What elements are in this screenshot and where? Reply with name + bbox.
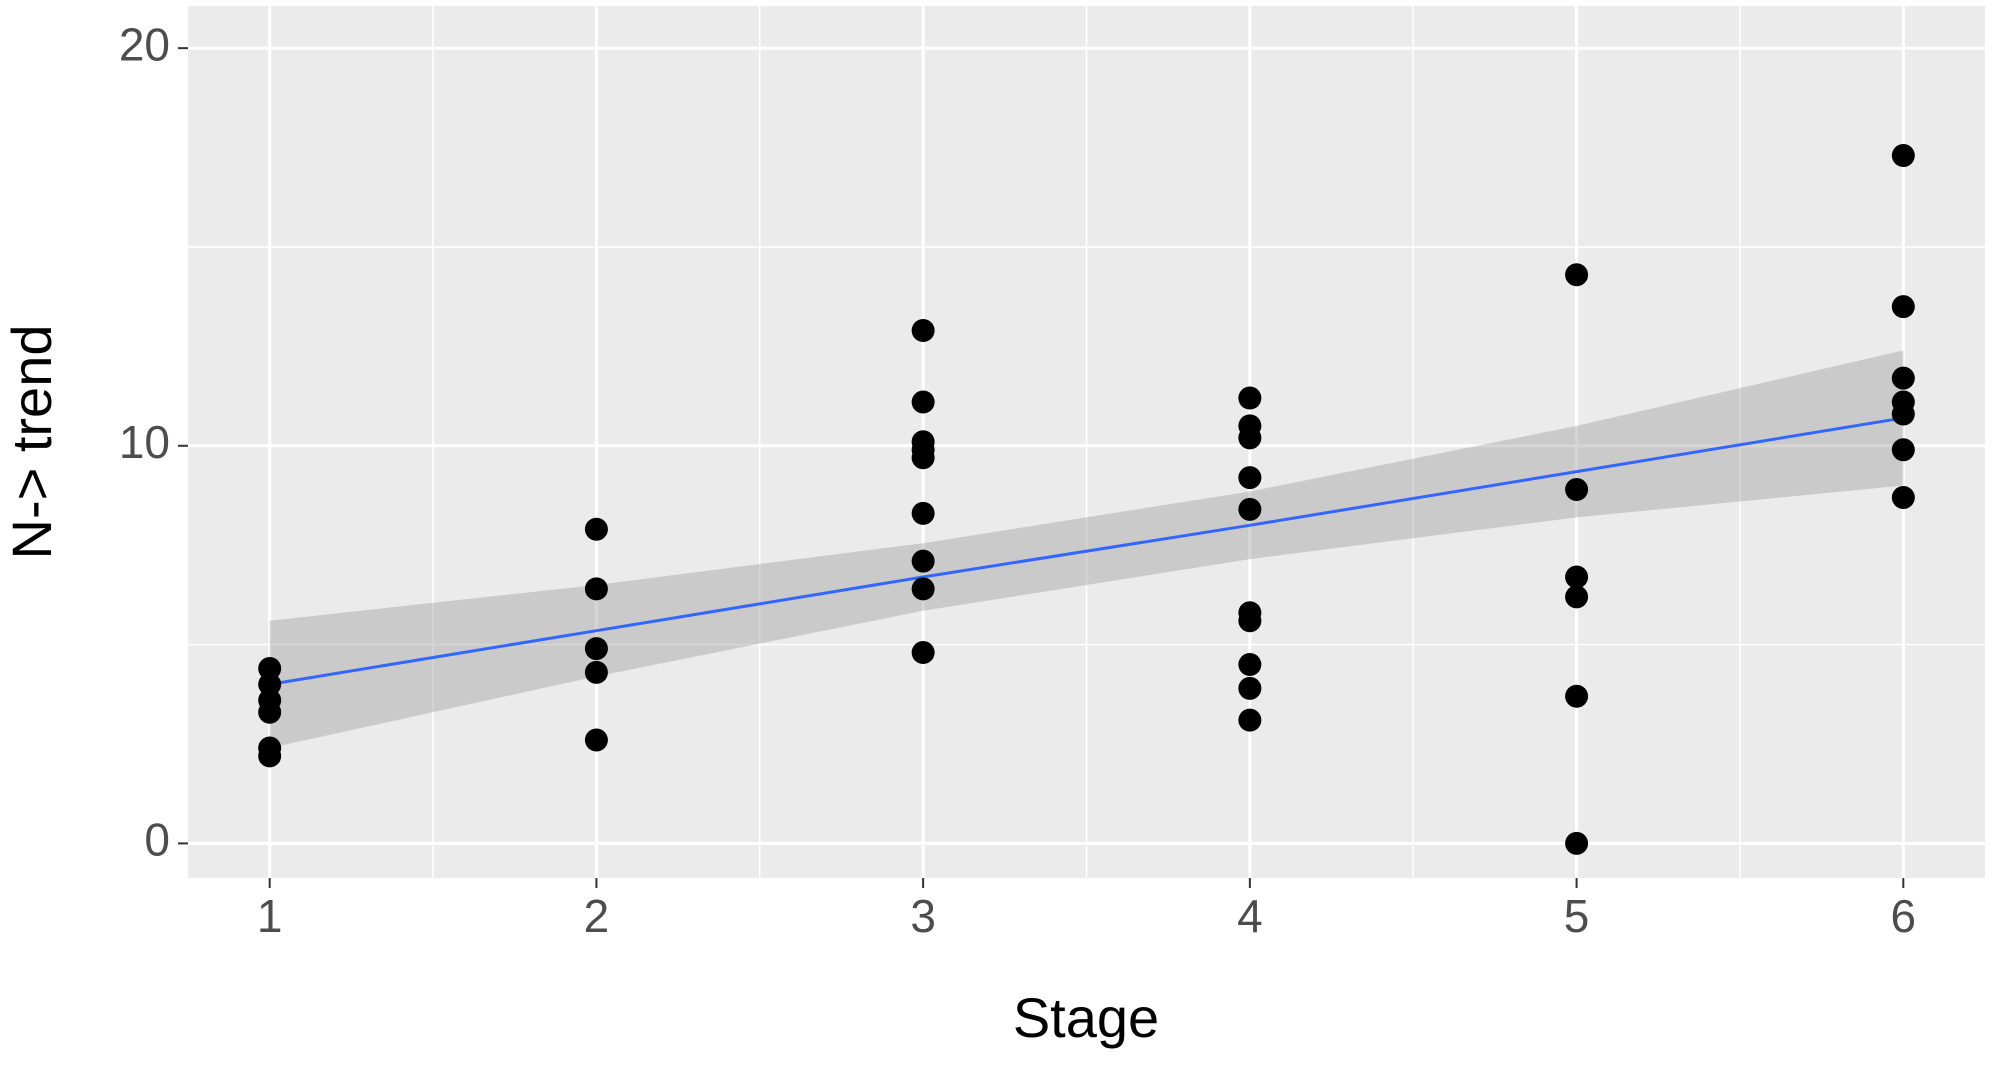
x-tick-label: 6 [1891, 890, 1917, 942]
point [584, 577, 608, 601]
point [1238, 386, 1262, 410]
trend-line [269, 416, 1904, 686]
point [1238, 609, 1262, 633]
point [1238, 676, 1262, 700]
point [911, 549, 935, 573]
point [1891, 295, 1915, 319]
y-tick-label: 0 [144, 814, 170, 866]
point [1238, 708, 1262, 732]
point [1238, 466, 1262, 490]
point [1565, 478, 1589, 502]
point [1565, 585, 1589, 609]
point [1565, 684, 1589, 708]
y-tick-label: 10 [119, 416, 170, 468]
point [1891, 366, 1915, 390]
point [911, 390, 935, 414]
point [258, 700, 282, 724]
point [1238, 652, 1262, 676]
point [1891, 144, 1915, 168]
x-tick-label: 5 [1564, 890, 1590, 942]
x-tick-label: 2 [584, 890, 610, 942]
point [258, 672, 282, 696]
point [911, 501, 935, 525]
point [1565, 831, 1589, 855]
point [911, 641, 935, 665]
point [911, 577, 935, 601]
y-tick-label: 20 [119, 18, 170, 70]
point [584, 728, 608, 752]
point [1891, 402, 1915, 426]
x-tick-label: 3 [910, 890, 936, 942]
confidence-band [269, 350, 1904, 748]
point [258, 656, 282, 680]
point [1238, 426, 1262, 450]
x-tick-label: 4 [1237, 890, 1263, 942]
point [1891, 438, 1915, 462]
point [1565, 263, 1589, 287]
point [584, 637, 608, 661]
point [1565, 565, 1589, 589]
point [911, 446, 935, 470]
point [584, 517, 608, 541]
x-axis-label: Stage [1013, 986, 1159, 1049]
point [584, 660, 608, 684]
point [1891, 485, 1915, 509]
y-axis-label: N-> trend [0, 325, 63, 560]
x-tick-label: 1 [257, 890, 283, 942]
point [1238, 497, 1262, 521]
point [911, 318, 935, 342]
point [258, 744, 282, 768]
